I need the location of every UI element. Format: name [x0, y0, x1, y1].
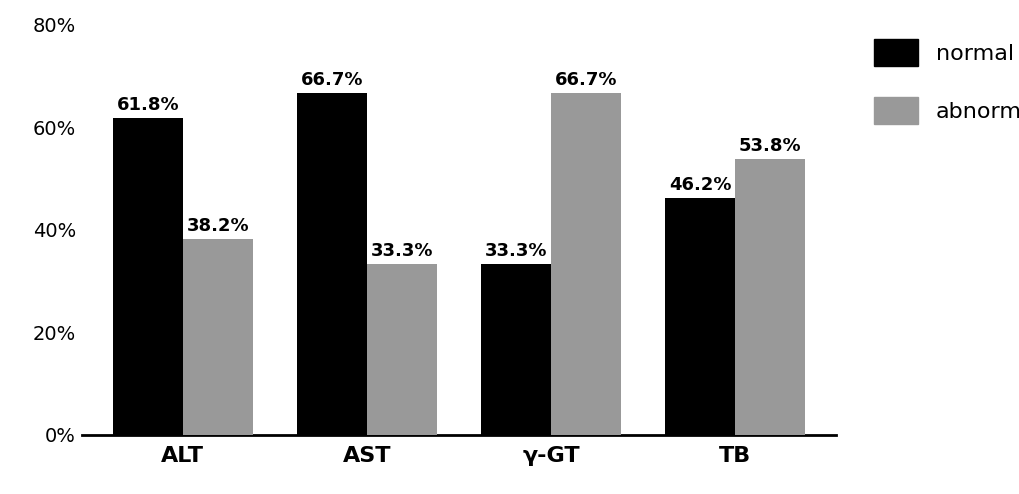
Text: 33.3%: 33.3% [370, 242, 433, 260]
Text: 38.2%: 38.2% [186, 217, 249, 235]
Bar [664, 198, 735, 435]
Text: 61.8%: 61.8% [116, 96, 179, 114]
Bar [550, 93, 621, 435]
Bar [113, 118, 182, 435]
Text: 53.8%: 53.8% [738, 137, 801, 155]
Bar [182, 239, 253, 435]
Text: 46.2%: 46.2% [668, 176, 731, 194]
Bar [481, 264, 550, 435]
Text: 66.7%: 66.7% [301, 71, 363, 89]
Bar [735, 159, 804, 435]
Text: 33.3%: 33.3% [484, 242, 547, 260]
Text: 66.7%: 66.7% [554, 71, 616, 89]
Bar [297, 93, 367, 435]
Legend: normal, abnormal: normal, abnormal [862, 28, 1019, 135]
Bar [367, 264, 436, 435]
